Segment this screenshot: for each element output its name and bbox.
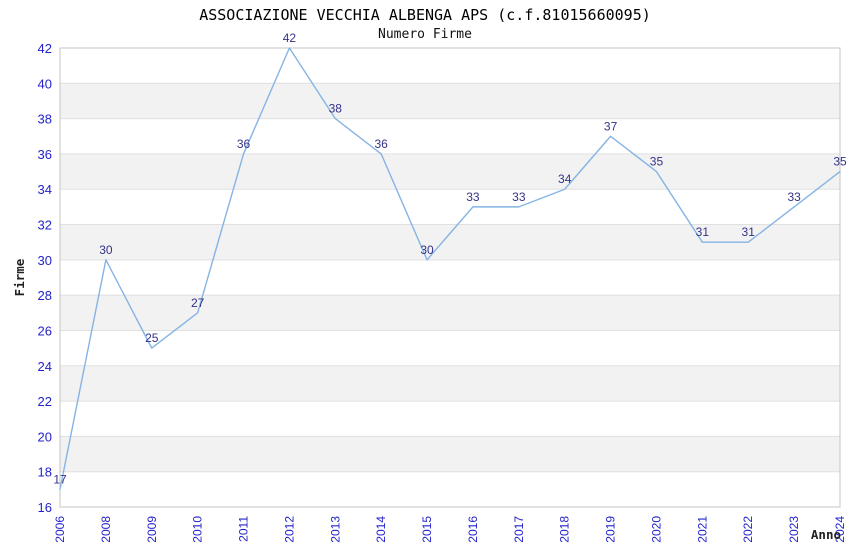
x-tick-label: 2020 [649,516,663,543]
y-tick-label: 24 [38,359,52,374]
y-tick-label: 26 [38,323,52,338]
x-tick-label: 2006 [53,516,67,543]
y-tick-label: 28 [38,288,52,303]
plot-band [60,401,840,437]
x-axis-title: Anno [811,527,841,542]
y-axis-title: Firme [12,258,27,296]
y-tick-label: 36 [38,147,52,162]
chart-subtitle: Numero Firme [378,27,472,42]
x-tick-label: 2015 [420,516,434,543]
plot-band [60,330,840,366]
data-point-label: 33 [466,190,480,204]
x-tick-label: 2018 [558,516,572,543]
y-tick-label: 32 [38,218,52,233]
x-tick-label: 2009 [145,516,159,543]
y-tick-label: 30 [38,253,52,268]
y-tick-label: 34 [38,182,52,197]
plot-border [59,47,841,508]
data-point-label: 25 [145,331,159,345]
data-point-label: 35 [650,155,664,169]
x-tick-label: 2019 [604,516,618,543]
y-tick-label: 20 [38,429,52,444]
plot-band [60,48,840,84]
plot-band [60,436,840,472]
data-point-label: 36 [237,137,251,151]
x-tick-label: 2013 [328,516,342,543]
data-point-label: 33 [512,190,526,204]
y-tick-label: 38 [38,112,52,127]
y-tick-label: 18 [38,465,52,480]
plot-band [60,259,840,296]
data-point-label: 31 [696,225,710,239]
data-point-label: 42 [283,31,297,45]
x-tick-label: 2023 [787,516,801,543]
x-tick-label: 2024 [833,516,847,543]
y-tick-label: 22 [38,394,52,409]
chart-title: ASSOCIAZIONE VECCHIA ALBENGA APS (c.f.81… [199,6,651,24]
y-tick-label: 16 [38,500,52,515]
plot-band [60,471,840,507]
x-tick-label: 2008 [99,516,113,543]
data-point-label: 27 [191,296,205,310]
x-tick-label: 2021 [695,516,709,543]
data-point-label: 38 [329,102,343,116]
line-series [59,47,841,491]
data-point-label: 37 [604,119,618,133]
plot-band [60,365,840,402]
x-tick-label: 2010 [191,516,205,543]
y-tick-label: 42 [38,41,52,56]
plot-band [60,83,840,119]
data-point-label: 36 [374,137,388,151]
plot-band [60,153,840,190]
x-tick-label: 2012 [282,516,296,543]
data-point-label: 30 [99,243,113,257]
plot-band [60,189,840,225]
data-point-label: 17 [53,472,67,486]
x-tick-label: 2011 [237,516,251,542]
data-point-label: 34 [558,172,572,186]
data-point-label: 33 [787,190,801,204]
data-point-label: 30 [420,243,434,257]
x-tick-label: 2017 [512,516,526,543]
y-tick-label: 40 [38,76,52,91]
plot-band [60,295,840,331]
x-tick-label: 2016 [466,516,480,543]
plot-band [60,118,840,154]
data-point-label: 31 [742,225,756,239]
x-tick-label: 2014 [374,516,388,543]
data-point-label: 35 [833,155,847,169]
x-tick-label: 2022 [741,516,755,543]
